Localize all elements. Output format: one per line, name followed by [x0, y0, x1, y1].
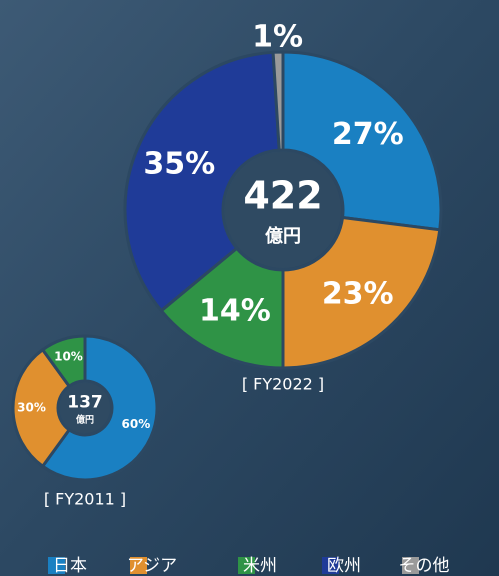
chart-title: [ FY2011 ] [44, 490, 126, 509]
total-unit: 億円 [76, 414, 94, 426]
value-label: 30% [17, 401, 46, 415]
legend-label: アジア [127, 556, 177, 576]
value-label: 14% [199, 294, 271, 329]
total-value: 422 [243, 174, 322, 218]
chart: 27% 23% 14% 35% 1% 422 億円 [ FY2022 ] 60% 30% 10% 13… [0, 0, 499, 576]
value-label: 23% [322, 276, 394, 311]
total-value: 137 [67, 393, 103, 413]
legend-label: 日本 [53, 556, 87, 576]
legend-label: 欧州 [327, 556, 361, 576]
value-label: 35% [143, 147, 215, 182]
chart-title: [ FY2022 ] [242, 375, 324, 394]
value-label: 27% [332, 117, 404, 152]
legend-label: その他 [399, 556, 450, 576]
value-label: 1% [252, 20, 303, 55]
total-unit: 億円 [265, 225, 301, 247]
legend-label: 米州 [243, 556, 277, 576]
value-label: 60% [122, 417, 151, 431]
value-label: 10% [54, 350, 83, 364]
